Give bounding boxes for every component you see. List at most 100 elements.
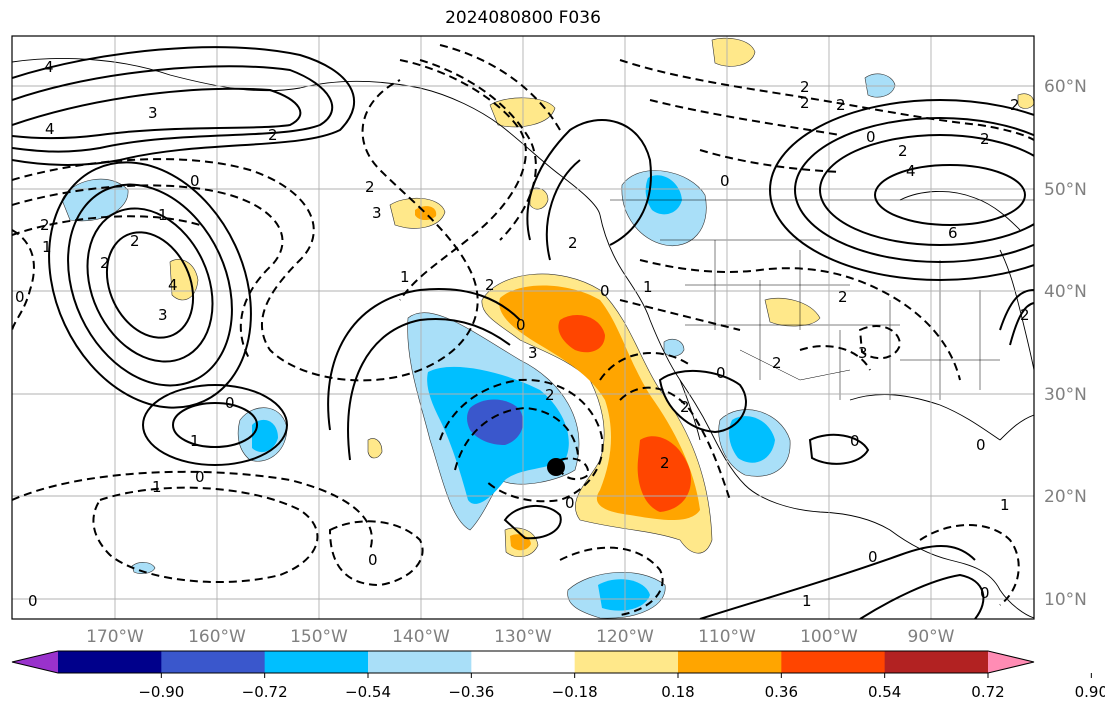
contour-label: 2 [268, 126, 278, 144]
latitude-labels: 60°N 50°N 40°N 30°N 20°N 10°N [1044, 77, 1087, 610]
contour-label: 2 [660, 454, 670, 472]
contour-label: 0 [225, 394, 235, 412]
contour-label: 2 [772, 354, 782, 372]
contour-label: 1 [802, 592, 812, 610]
colorbar-tick-label: −0.54 [345, 683, 391, 701]
contour-label: 0 [195, 468, 205, 486]
contour-label: 0 [516, 316, 526, 334]
contour-label: 2 [100, 254, 110, 272]
contour-label: 2 [838, 288, 848, 306]
lon-label: 90°W [908, 627, 955, 647]
colorbar: −0.90 −0.72 −0.54 −0.36 −0.18 0.18 0.36 0.54 0.7… [11, 650, 1105, 701]
colorbar-segment [884, 651, 989, 673]
contour-label: 2 [130, 232, 140, 250]
contour-label: 2 [800, 78, 810, 96]
light-blue-region [131, 562, 156, 574]
contour-label: 2 [980, 130, 990, 148]
colorbar-segment [58, 651, 162, 673]
colorbar-segment [471, 651, 576, 673]
contour-label: 3 [372, 204, 382, 222]
colorbar-segment [781, 651, 886, 673]
contour-label: 2 [836, 96, 846, 114]
lon-label: 140°W [392, 627, 450, 647]
yellow-region [169, 259, 199, 301]
colorbar-segment [678, 651, 782, 673]
colorbar-segment [161, 651, 266, 673]
light-blue-region [663, 338, 685, 357]
storm-marker [547, 458, 565, 476]
contour-label: 1 [400, 268, 410, 286]
contour-label: 4 [168, 276, 178, 294]
contour-label: 3 [858, 344, 868, 362]
contour-label: 2 [485, 276, 495, 294]
yellow-region [489, 97, 556, 128]
contour-label: 1 [158, 206, 168, 224]
contour-label: 0 [716, 364, 726, 382]
contour-label: 0 [868, 548, 878, 566]
orange-region [415, 206, 437, 221]
colorbar-extend-low [12, 651, 58, 673]
contour-label: 2 [365, 178, 375, 196]
colorbar-extend-high [988, 651, 1034, 673]
lon-label: 170°W [86, 627, 144, 647]
contour-label: 4 [906, 162, 916, 180]
shaded-regions [61, 37, 1034, 619]
contour-label: 0 [368, 551, 378, 569]
longitude-labels: 170°W 160°W 150°W 140°W 130°W 120°W 110°… [86, 627, 955, 647]
blue-region [729, 416, 775, 463]
yellow-region [367, 438, 383, 459]
contour-label: 1 [152, 478, 162, 496]
lat-label: 20°N [1044, 487, 1087, 507]
lat-label: 60°N [1044, 77, 1087, 97]
contour-label: 3 [148, 104, 158, 122]
lon-label: 130°W [494, 627, 552, 647]
contour-label: 2 [898, 142, 908, 160]
contour-label: 4 [45, 120, 55, 138]
lat-label: 40°N [1044, 282, 1087, 302]
colorbar-frame [11, 650, 1035, 674]
contour-label: 0 [866, 128, 876, 146]
contour-label: 6 [948, 224, 958, 242]
lon-label: 120°W [596, 627, 654, 647]
contour-label: 2 [568, 234, 578, 252]
colorbar-tick-label: −0.90 [138, 683, 184, 701]
contour-label: 1 [1000, 496, 1010, 514]
contour-label: 0 [28, 592, 38, 610]
plot-frame [11, 35, 1035, 620]
lon-label: 100°W [800, 627, 858, 647]
contour-label: 0 [565, 494, 575, 512]
dashed-contours [12, 44, 1034, 616]
contour-label: 1 [643, 278, 653, 296]
blue-region [598, 579, 650, 611]
light-blue-region [61, 178, 129, 222]
contour-label: 4 [44, 58, 54, 76]
colorbar-tick-label: −0.36 [448, 683, 494, 701]
contour-label: 0 [600, 282, 610, 300]
colorbar-tick-label: −0.72 [242, 683, 288, 701]
contour-label: 0 [850, 432, 860, 450]
colorbar-segment [264, 651, 369, 673]
contour-label: 2 [1020, 306, 1030, 324]
colorbar-segment [368, 651, 472, 673]
contour-label: 0 [980, 584, 990, 602]
lon-label: 160°W [188, 627, 246, 647]
lat-label: 10°N [1044, 590, 1087, 610]
blue-region [645, 175, 682, 215]
lat-label: 30°N [1044, 385, 1087, 405]
contour-label: 0 [190, 172, 200, 190]
contour-label: 2 [800, 94, 810, 112]
contour-label: 0 [976, 436, 986, 454]
plot-area: 4 3 4 2 2 0 2 1 2 3 4 3 2 0 1 2 0 2 0 3 … [12, 36, 1034, 619]
contour-label: 3 [158, 306, 168, 324]
light-blue-region [864, 73, 896, 98]
contour-label: 2 [545, 386, 555, 404]
map-title: 2024080800 F036 [445, 8, 601, 28]
colorbar-tick-label: 0.90 [1075, 683, 1105, 701]
lon-label: 150°W [290, 627, 348, 647]
contour-label: 1 [42, 238, 52, 256]
contour-labels: 4 3 4 2 2 0 2 1 2 3 4 3 2 0 1 2 0 2 0 3 … [15, 58, 1030, 610]
lat-label: 50°N [1044, 180, 1087, 200]
contour-label: 3 [528, 344, 538, 362]
lon-label: 110°W [698, 627, 756, 647]
